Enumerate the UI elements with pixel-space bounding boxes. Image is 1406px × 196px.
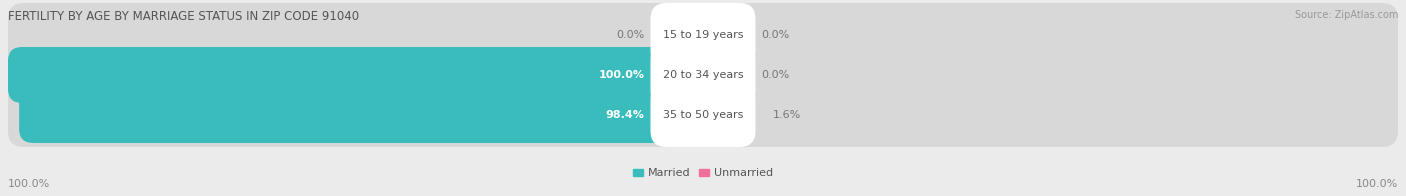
Text: 35 to 50 years: 35 to 50 years [662,110,744,120]
Text: 100.0%: 100.0% [8,179,51,189]
Text: 100.0%: 100.0% [599,70,644,80]
FancyBboxPatch shape [651,43,755,107]
FancyBboxPatch shape [651,83,755,147]
Text: 0.0%: 0.0% [762,30,790,40]
Text: 0.0%: 0.0% [762,70,790,80]
Text: 100.0%: 100.0% [1355,179,1398,189]
FancyBboxPatch shape [8,47,703,103]
FancyBboxPatch shape [8,83,1398,147]
Legend: Married, Unmarried: Married, Unmarried [633,168,773,178]
FancyBboxPatch shape [689,87,714,143]
Text: 1.6%: 1.6% [773,110,801,120]
Text: FERTILITY BY AGE BY MARRIAGE STATUS IN ZIP CODE 91040: FERTILITY BY AGE BY MARRIAGE STATUS IN Z… [8,10,359,23]
FancyBboxPatch shape [20,87,717,143]
Text: 15 to 19 years: 15 to 19 years [662,30,744,40]
FancyBboxPatch shape [651,3,755,67]
Text: 98.4%: 98.4% [606,110,644,120]
Text: Source: ZipAtlas.com: Source: ZipAtlas.com [1295,10,1398,20]
Text: 20 to 34 years: 20 to 34 years [662,70,744,80]
FancyBboxPatch shape [8,3,1398,67]
FancyBboxPatch shape [8,43,1398,107]
Text: 0.0%: 0.0% [616,30,644,40]
